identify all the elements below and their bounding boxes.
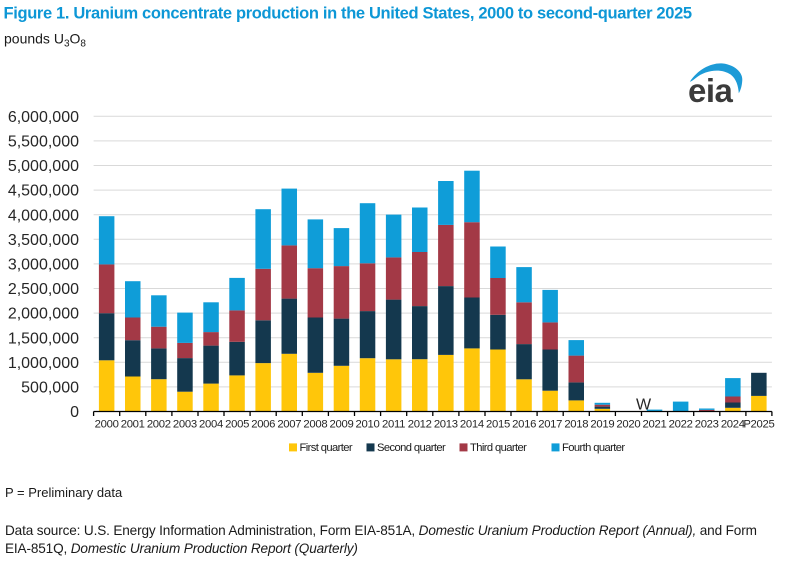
svg-text:2011: 2011 <box>382 419 405 431</box>
svg-text:3,000,000: 3,000,000 <box>8 257 79 274</box>
svg-text:Fourth quarter: Fourth quarter <box>562 442 625 454</box>
svg-text:First quarter: First quarter <box>300 442 353 454</box>
svg-text:0: 0 <box>70 404 79 421</box>
svg-text:2013: 2013 <box>434 419 458 431</box>
svg-text:2017: 2017 <box>538 419 562 431</box>
svg-text:2016: 2016 <box>512 419 536 431</box>
svg-text:4,500,000: 4,500,000 <box>8 183 79 200</box>
svg-text:1,500,000: 1,500,000 <box>8 330 79 347</box>
svg-text:2007: 2007 <box>277 419 301 431</box>
svg-text:P2025: P2025 <box>743 419 774 431</box>
svg-text:2014: 2014 <box>460 419 484 431</box>
svg-text:2,500,000: 2,500,000 <box>8 281 79 298</box>
svg-text:2015: 2015 <box>486 419 510 431</box>
svg-text:P = Preliminary data: P = Preliminary data <box>5 485 123 500</box>
svg-text:3,500,000: 3,500,000 <box>8 232 79 249</box>
svg-text:1,000,000: 1,000,000 <box>8 355 79 372</box>
svg-text:2019: 2019 <box>590 419 614 431</box>
svg-text:W: W <box>636 397 652 414</box>
svg-text:6,000,000: 6,000,000 <box>8 109 79 126</box>
svg-text:2018: 2018 <box>564 419 588 431</box>
svg-text:Figure 1. Uranium concentrate: Figure 1. Uranium concentrate production… <box>4 4 692 22</box>
svg-text:2001: 2001 <box>121 419 145 431</box>
svg-text:2021: 2021 <box>643 419 667 431</box>
svg-text:500,000: 500,000 <box>21 380 79 397</box>
svg-text:2006: 2006 <box>251 419 275 431</box>
svg-text:2020: 2020 <box>616 419 640 431</box>
svg-text:4,000,000: 4,000,000 <box>8 207 79 224</box>
svg-text:2022: 2022 <box>669 419 693 431</box>
svg-text:Data source: U.S. Energy Infor: Data source: U.S. Energy Information Adm… <box>5 523 757 538</box>
svg-text:2003: 2003 <box>173 419 197 431</box>
svg-text:2008: 2008 <box>303 419 327 431</box>
svg-text:2004: 2004 <box>199 419 223 431</box>
svg-text:2023: 2023 <box>695 419 719 431</box>
svg-text:2,000,000: 2,000,000 <box>8 306 79 323</box>
svg-text:2002: 2002 <box>147 419 171 431</box>
svg-text:pounds U3O8: pounds U3O8 <box>4 31 86 50</box>
svg-text:Third quarter: Third quarter <box>470 442 527 454</box>
svg-text:eia: eia <box>688 72 734 109</box>
svg-text:2000: 2000 <box>95 419 119 431</box>
svg-text:5,500,000: 5,500,000 <box>8 134 79 151</box>
svg-text:2005: 2005 <box>225 419 249 431</box>
svg-text:2010: 2010 <box>356 419 380 431</box>
svg-text:2009: 2009 <box>330 419 354 431</box>
svg-text:EIA-851Q, Domestic Uranium Pro: EIA-851Q, Domestic Uranium Production Re… <box>5 541 358 556</box>
svg-text:5,000,000: 5,000,000 <box>8 158 79 175</box>
svg-text:2024: 2024 <box>721 419 745 431</box>
svg-text:Second quarter: Second quarter <box>377 442 446 454</box>
svg-text:2012: 2012 <box>408 419 432 431</box>
